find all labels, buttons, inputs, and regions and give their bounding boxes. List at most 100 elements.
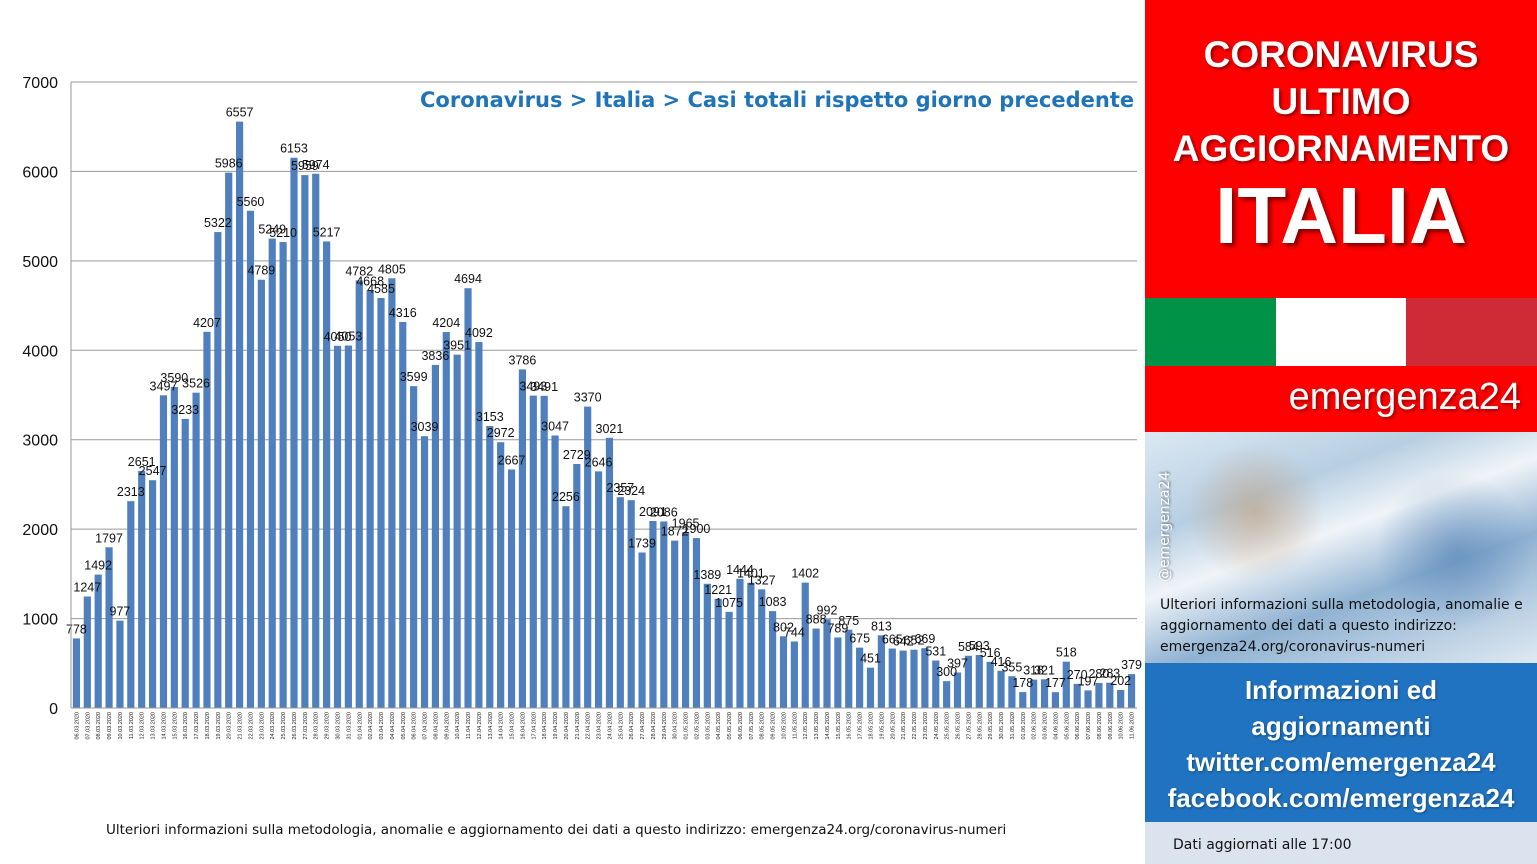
x-tick-label: 08.06.2020 [1097,712,1103,740]
x-tick-label: 23.04.2020 [597,712,603,740]
x-tick-label: 10.05.2020 [781,712,787,740]
bar-01.04.2020 [355,280,363,708]
background-photo: @emergenza24 Ulteriori informazioni sull… [1145,432,1537,663]
data-label: 4694 [454,272,482,286]
bar-24.03.2020 [268,238,276,709]
side-panel: CORONAVIRUS ULTIMO AGGIORNAMENTO ITALIA … [1145,0,1537,864]
x-tick-label: 10.04.2020 [455,712,461,740]
data-label: 1075 [715,596,743,610]
data-label: 397 [947,656,968,670]
twitter-link[interactable]: twitter.com/emergenza24 [1186,747,1496,777]
bar-23.04.2020 [594,471,603,708]
x-tick-label: 12.04.2020 [477,712,483,740]
data-label: 2091 [639,505,667,519]
x-tick-label: 15.04.2020 [510,712,516,740]
x-tick-label: 10.03.2020 [118,712,124,740]
data-label: 3491 [530,380,558,394]
data-label: 1401 [737,567,765,581]
bar-12.04.2020 [475,342,483,708]
data-label: 977 [110,605,131,619]
bar-08.05.2020 [758,589,766,708]
data-label: 4053 [334,330,362,344]
data-label: 2651 [128,455,156,469]
x-tick-label: 06.05.2020 [738,712,744,740]
x-tick-label: 05.06.2020 [1064,712,1070,740]
data-label: 642 [893,635,914,649]
x-tick-label: 29.03.2020 [325,712,331,740]
data-label: 5986 [215,157,243,171]
data-label: 4092 [465,326,493,340]
bar-31.05.2020 [1008,676,1016,708]
data-label: 197 [1078,674,1099,688]
data-label: 3153 [476,410,504,424]
data-label: 2357 [606,481,634,495]
x-tick-label: 09.05.2020 [771,712,777,740]
bar-09.03.2020 [105,547,113,708]
bar-02.05.2020 [692,538,701,708]
bar-01.06.2020 [1019,692,1027,708]
header-country: ITALIA [1215,171,1467,260]
x-tick-label: 18.05.2020 [869,712,875,740]
x-tick-label: 02.06.2020 [1032,712,1038,740]
x-tick-label: 04.04.2020 [390,712,396,740]
bar-19.03.2020 [214,232,222,708]
data-label: 1247 [73,580,101,594]
data-label: 3590 [160,371,188,385]
x-tick-label: 16.04.2020 [520,712,526,740]
data-label: 5322 [204,216,232,230]
data-label: 3836 [421,349,449,363]
y-tick-label: 3000 [22,433,58,450]
bar-01.05.2020 [681,532,690,708]
bar-18.05.2020 [866,667,875,708]
data-label: 318 [1023,664,1044,678]
x-tick-label: 17.03.2020 [194,712,200,740]
bar-10.06.2020 [1117,689,1125,708]
bar-13.04.2020 [486,426,494,708]
x-tick-label: 03.06.2020 [1043,712,1049,740]
data-label: 178 [1012,676,1033,690]
update-time: Dati aggiornati alle 17:00 [1173,837,1352,853]
x-tick-label: 09.06.2020 [1108,712,1114,740]
bar-27.04.2020 [638,552,646,708]
data-label: 1492 [84,559,112,573]
data-label: 4782 [345,264,373,278]
facebook-link[interactable]: facebook.com/emergenza24 [1167,783,1515,813]
x-tick-label: 04.05.2020 [716,712,722,740]
bar-16.04.2020 [518,369,527,708]
bar-25.05.2020 [943,681,951,708]
x-tick-label: 13.04.2020 [488,712,494,740]
bar-11.06.2020 [1127,674,1136,708]
bar-15.04.2020 [507,469,516,708]
x-tick-label: 26.03.2020 [292,712,298,740]
x-tick-label: 30.04.2020 [673,712,679,740]
x-tick-label: 15.05.2020 [836,712,842,740]
bar-11.04.2020 [464,288,472,708]
bar-05.05.2020 [725,611,733,708]
data-label: 2324 [617,484,645,498]
x-tick-label: 20.05.2020 [890,712,896,740]
bar-04.04.2020 [388,278,396,708]
x-tick-label: 11.06.2020 [1130,712,1136,739]
bar-02.04.2020 [366,290,374,708]
data-label: 1872 [661,525,689,539]
side-info-text: Ulteriori informazioni sulla metodologia… [1160,597,1523,655]
bar-07.03.2020 [83,596,91,708]
x-tick-label: 08.05.2020 [760,712,766,740]
bar-25.03.2020 [279,242,287,708]
x-tick-label: 19.05.2020 [879,712,885,740]
data-label: 4316 [389,306,417,320]
flag-red-stripe [1406,298,1537,366]
data-label: 1221 [704,583,732,597]
bar-16.05.2020 [845,629,853,708]
x-tick-label: 06.06.2020 [1075,712,1081,740]
data-label: 270 [1067,668,1088,682]
data-label: 2313 [117,485,145,499]
data-label: 744 [784,625,805,639]
x-tick-label: 27.03.2020 [303,712,309,740]
data-label: 789 [827,621,848,635]
header-line-2: ULTIMO [1271,81,1411,122]
x-tick-label: 05.05.2020 [727,712,733,740]
bar-12.05.2020 [801,582,809,708]
x-tick-label: 21.05.2020 [901,712,907,740]
data-label: 4207 [193,316,221,330]
